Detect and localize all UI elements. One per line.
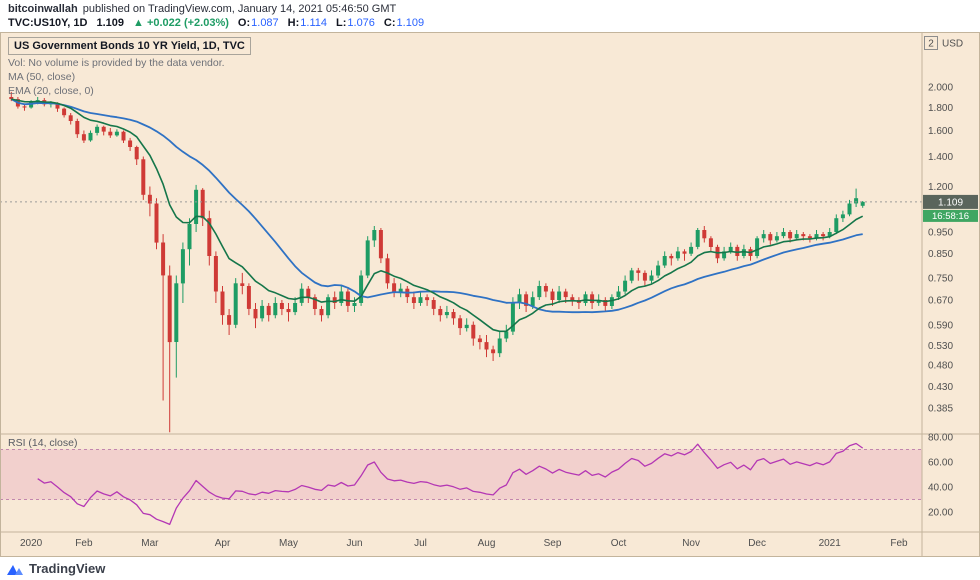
svg-text:16:58:16: 16:58:16 [932, 211, 969, 222]
svg-text:20.00: 20.00 [928, 508, 953, 519]
symbol-line: TVC:US10Y, 1D 1.109 ▲ +0.022 (+2.03%) O:… [8, 17, 980, 29]
author-name[interactable]: bitcoinwallah [8, 3, 78, 15]
svg-text:60.00: 60.00 [928, 458, 953, 469]
rsi-axis[interactable]: 80.00 60.00 40.00 20.00 [928, 433, 953, 519]
price-change: ▲ +0.022 (+2.03%) [133, 17, 229, 29]
svg-text:40.00: 40.00 [928, 483, 953, 494]
svg-text:0.750: 0.750 [928, 274, 953, 285]
svg-text:0.670: 0.670 [928, 296, 953, 307]
ema20-line[interactable] [11, 98, 864, 333]
svg-text:Oct: Oct [611, 538, 627, 549]
time-axis[interactable]: 2020 Feb Mar Apr May Jun Jul Aug Sep Oct Nov Dec 202… [20, 538, 908, 549]
svg-text:May: May [279, 538, 298, 549]
low-value: L:1.076 [336, 17, 375, 29]
volume-note: Vol: No volume is provided by the data v… [8, 57, 225, 69]
header-last-price: 1.109 [96, 17, 125, 29]
svg-text:1.400: 1.400 [928, 152, 953, 163]
svg-text:0.480: 0.480 [928, 361, 953, 372]
svg-text:Feb: Feb [75, 538, 93, 549]
svg-text:2021: 2021 [819, 538, 842, 549]
high-value: H:1.114 [287, 17, 327, 29]
footer: TradingView [0, 557, 980, 580]
rsi-indicator-label[interactable]: RSI (14, close) [8, 437, 78, 449]
svg-text:Dec: Dec [748, 538, 766, 549]
tradingview-logo[interactable] [6, 561, 24, 577]
ma50-line[interactable] [10, 98, 863, 314]
publish-info: published on TradingView.com, January 14… [79, 3, 397, 15]
svg-text:0.850: 0.850 [928, 249, 953, 260]
svg-text:0.950: 0.950 [928, 228, 953, 239]
svg-text:1.600: 1.600 [928, 126, 953, 137]
tradingview-logo-glyph [7, 564, 23, 575]
svg-text:Sep: Sep [544, 538, 562, 549]
svg-text:0.590: 0.590 [928, 320, 953, 331]
svg-text:0.385: 0.385 [928, 403, 953, 414]
svg-text:2020: 2020 [20, 538, 43, 549]
svg-text:USD: USD [942, 39, 963, 50]
svg-text:Feb: Feb [890, 538, 908, 549]
svg-text:1.109: 1.109 [938, 197, 963, 208]
countdown-badge: 16:58:16 [923, 209, 978, 222]
svg-text:2: 2 [928, 39, 934, 50]
svg-text:0.530: 0.530 [928, 341, 953, 352]
last-price-badge: 1.109 [923, 194, 978, 209]
svg-text:Mar: Mar [141, 538, 159, 549]
price-axis[interactable]: 2 USD 2.000 1.800 1.600 1.400 1.200 0.950 0.850 0… [924, 36, 964, 415]
brand-name[interactable]: TradingView [29, 561, 106, 576]
publish-line: bitcoinwallah published on TradingView.c… [8, 3, 980, 15]
ma-indicator-label[interactable]: MA (50, close) [8, 71, 76, 83]
svg-text:Jun: Jun [346, 538, 362, 549]
series-title[interactable]: US Government Bonds 10 YR Yield, 1D, TVC [8, 37, 251, 55]
open-value: O:1.087 [237, 17, 279, 29]
close-value: C:1.109 [383, 17, 425, 29]
rsi-band [0, 449, 922, 500]
header: bitcoinwallah published on TradingView.c… [0, 0, 980, 32]
svg-text:0.430: 0.430 [928, 382, 953, 393]
svg-text:Aug: Aug [478, 538, 496, 549]
rsi-line[interactable] [37, 442, 864, 526]
svg-text:Nov: Nov [682, 538, 700, 549]
svg-text:1.800: 1.800 [928, 103, 953, 114]
ema-indicator-label[interactable]: EMA (20, close, 0) [8, 85, 94, 97]
svg-text:1.200: 1.200 [928, 182, 953, 193]
svg-text:Apr: Apr [215, 538, 231, 549]
svg-text:Jul: Jul [414, 538, 427, 549]
symbol-title[interactable]: TVC:US10Y, 1D [8, 17, 88, 29]
main-legend: US Government Bonds 10 YR Yield, 1D, TVC… [8, 36, 251, 97]
svg-text:80.00: 80.00 [928, 433, 953, 444]
svg-text:2.000: 2.000 [928, 83, 953, 94]
candlestick-series[interactable] [9, 91, 865, 433]
